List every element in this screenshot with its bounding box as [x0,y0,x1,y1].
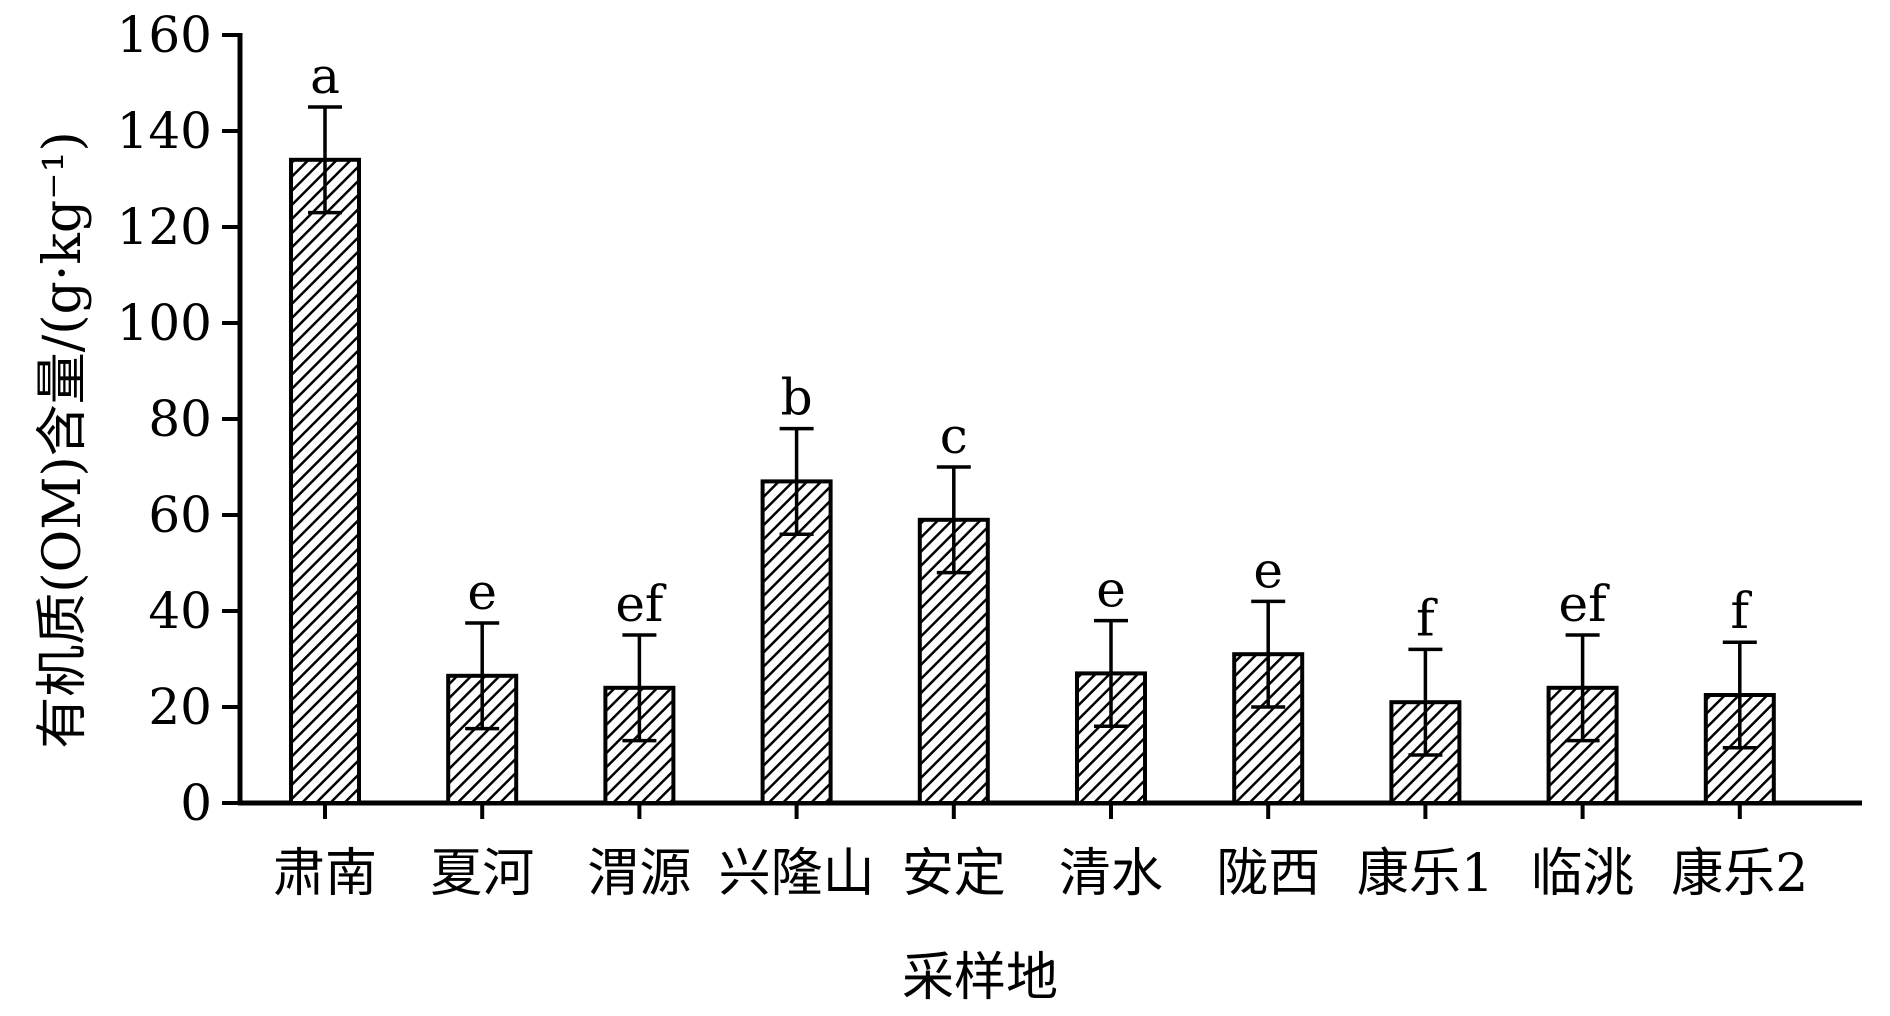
significance-label: e [1253,541,1283,599]
x-tick-label: 肃南 [273,844,377,904]
y-tick-label: 60 [148,486,212,544]
significance-label: b [781,369,813,427]
y-tick-label: 100 [117,294,212,352]
x-tick-label: 夏河 [430,844,534,904]
significance-label: e [1096,561,1126,619]
significance-label: ef [615,575,667,633]
significance-label: ef [1559,575,1611,633]
x-tick-label: 渭源 [587,844,691,904]
y-tick-label: 160 [117,6,212,64]
x-tick-label: 康乐1 [1357,844,1494,904]
labels: a 肃南 e 夏河 ef 渭源 b 兴隆山 c 安定 e 清水 e 陇西 f 康乐1 ef 临洮 f 康乐2 [273,47,1808,904]
bars [289,105,1776,806]
x-tick-label: 临洮 [1531,844,1635,904]
y-axis-title: 有机质(OM)含量/(g·kg⁻¹) [33,131,93,748]
y-tick-label: 140 [117,102,212,160]
x-tick-label: 安定 [902,844,1006,904]
y-tick-label: 120 [117,198,212,256]
bar [289,157,361,806]
x-tick-label: 康乐2 [1671,844,1808,904]
y-tick-label: 40 [148,582,212,640]
significance-label: f [1731,582,1753,640]
axes: 0 20 40 60 80 100 120 140 160 [117,6,1862,832]
x-tick-label: 陇西 [1216,844,1320,904]
significance-label: c [940,407,968,465]
significance-label: f [1416,589,1438,647]
x-axis-title: 采样地 [902,948,1058,1008]
significance-label: a [310,47,340,105]
significance-label: e [467,563,497,621]
y-tick-label: 80 [148,390,212,448]
x-tick-label: 兴隆山 [719,844,875,904]
x-tick-label: 清水 [1059,844,1163,904]
y-tick-label: 20 [148,678,212,736]
y-tick-label: 0 [180,774,212,832]
